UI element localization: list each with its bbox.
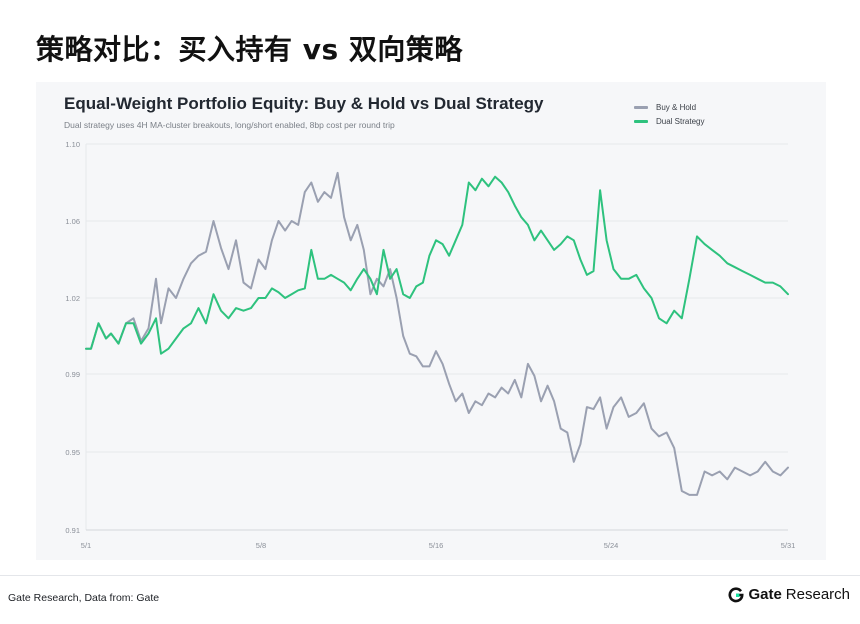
series-lines (85, 171, 789, 496)
series-line-buy-hold (85, 171, 789, 496)
footer-divider (0, 575, 860, 576)
series-line-dual-strategy (85, 175, 789, 355)
y-tick-label: 1.02 (65, 294, 80, 303)
y-tick-label: 0.91 (65, 526, 80, 535)
legend-item-buy-hold: Buy & Hold (634, 100, 704, 114)
legend-item-dual-strategy: Dual Strategy (634, 114, 704, 128)
y-tick-label: 1.10 (65, 140, 80, 149)
x-tick-label: 5/8 (256, 541, 266, 550)
x-tick-label: 5/16 (429, 541, 444, 550)
x-axis-tick-labels: 5/1 5/8 5/16 5/24 5/31 (81, 541, 796, 550)
chart-subtitle: Dual strategy uses 4H MA-cluster breakou… (64, 120, 395, 130)
x-tick-label: 5/31 (781, 541, 796, 550)
legend-swatch-buy-hold (634, 105, 648, 109)
chart-card: Equal-Weight Portfolio Equity: Buy & Hol… (36, 82, 826, 560)
gate-research-logo: Gate Research (728, 586, 850, 603)
y-tick-label: 0.95 (65, 448, 80, 457)
x-tick-label: 5/24 (604, 541, 619, 550)
gate-logo-icon (729, 586, 744, 602)
legend-label-buy-hold: Buy & Hold (656, 102, 697, 112)
logo-brand: Gate (748, 586, 782, 603)
grid-lines (85, 143, 788, 531)
y-tick-label: 0.99 (65, 370, 80, 379)
legend-swatch-dual-strategy (634, 119, 648, 123)
chart-legend: Buy & Hold Dual Strategy (634, 100, 704, 128)
y-axis-tick-labels: 0.91 0.95 0.99 1.02 1.06 1.10 (65, 140, 80, 535)
equity-line-chart: 0.910.950.991.021.061.10 5/1 5/8 5/16 5/24 5… (65, 140, 796, 550)
y-tick-label: 1.06 (65, 217, 80, 226)
chart-title: Equal-Weight Portfolio Equity: Buy & Hol… (64, 94, 544, 113)
logo-suffix: Research (785, 586, 850, 603)
page-title: 策略对比：买入持有 vs 双向策略 (36, 33, 463, 66)
x-tick-label: 5/1 (81, 541, 91, 550)
legend-label-dual-strategy: Dual Strategy (656, 116, 705, 126)
footer-source: Gate Research, Data from: Gate (8, 592, 160, 604)
